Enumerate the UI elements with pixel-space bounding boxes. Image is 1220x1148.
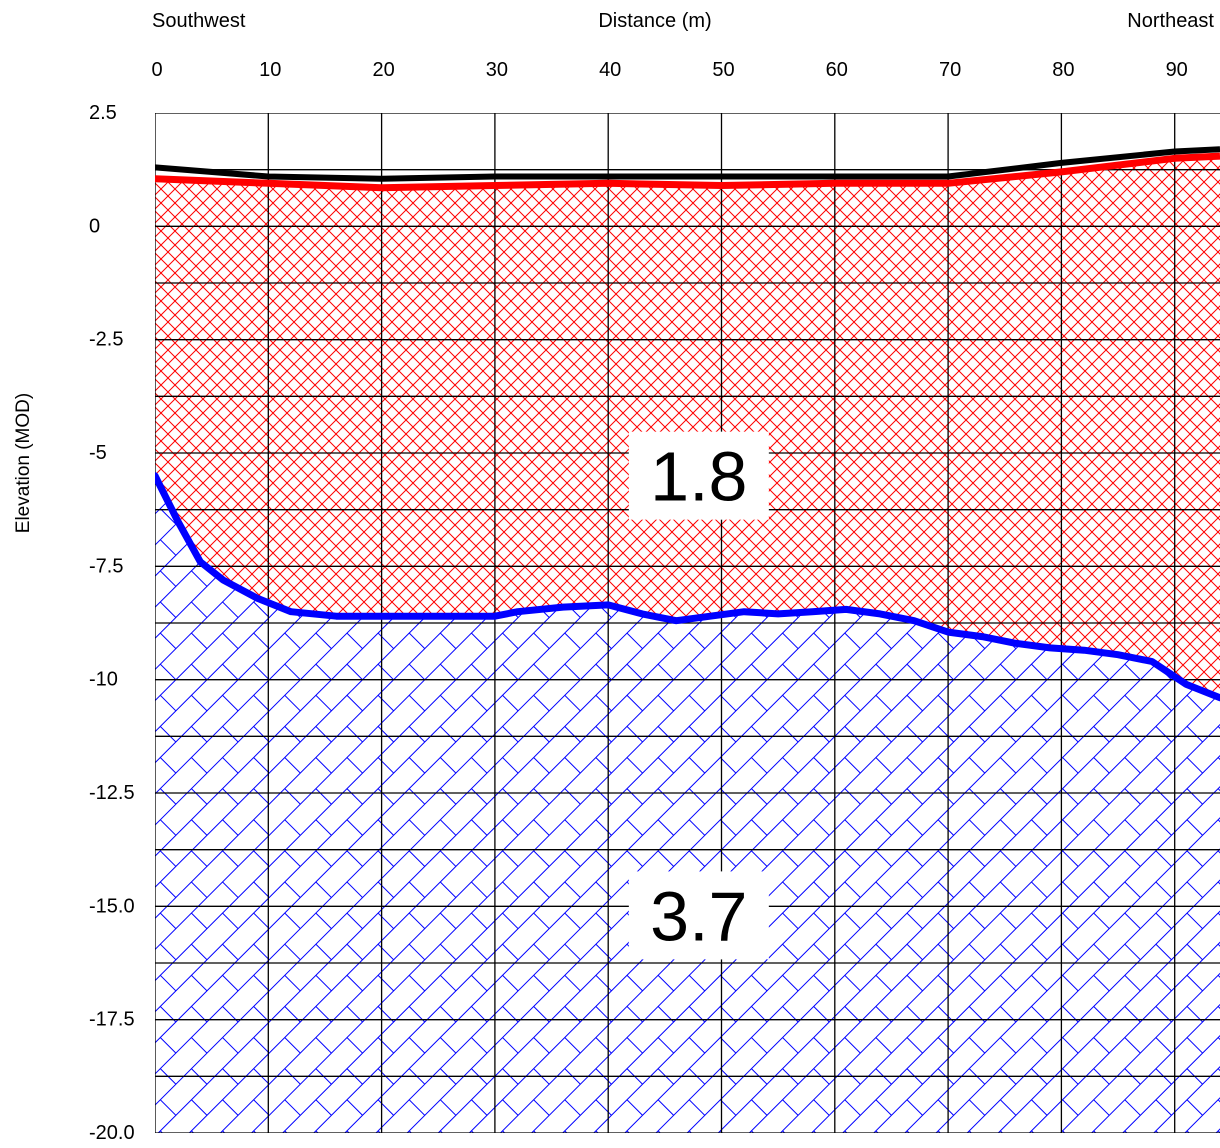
x-tick-label: 60 bbox=[826, 59, 848, 81]
y-tick-label: -12.5 bbox=[89, 782, 135, 804]
x-tick-label: 40 bbox=[599, 59, 621, 81]
x-tick-label: 10 bbox=[259, 59, 281, 81]
unit-top-line bbox=[155, 152, 1220, 192]
unit-labels: 1.8 3.7 bbox=[628, 431, 769, 960]
left-direction-label: Southwest bbox=[152, 10, 246, 32]
y-tick-label: -17.5 bbox=[89, 1009, 135, 1031]
y-tick-label: 0 bbox=[89, 215, 100, 237]
x-tick-label: 80 bbox=[1052, 59, 1074, 81]
x-tick-label: 0 bbox=[151, 59, 162, 81]
ground-surface-line bbox=[155, 146, 1220, 182]
unit-label-1.8: 1.8 bbox=[650, 438, 747, 516]
series-lines bbox=[155, 146, 1220, 702]
x-tick-label: 20 bbox=[372, 59, 394, 81]
x-tick-label: 30 bbox=[486, 59, 508, 81]
x-axis-title: Distance (m) bbox=[598, 10, 712, 32]
unit-label-backing bbox=[628, 871, 769, 960]
unit-boundary-line bbox=[155, 472, 1220, 702]
unit-fill-3.7 bbox=[155, 475, 1220, 1133]
x-tick-labels: 0 10 20 30 40 50 60 70 80 90 bbox=[151, 59, 1187, 81]
unit-label-backing bbox=[628, 431, 769, 520]
unit-fill-1.8 bbox=[155, 156, 1220, 698]
x-tick-label: 70 bbox=[939, 59, 961, 81]
x-tick-label: 90 bbox=[1166, 59, 1188, 81]
y-tick-label: -7.5 bbox=[89, 555, 123, 577]
y-tick-labels: 2.5 0 -2.5 -5 -7.5 -10 -12.5 -15.0 -17.5 -20.0 bbox=[89, 102, 135, 1144]
y-tick-label: 2.5 bbox=[89, 102, 117, 124]
plot-area: 1.8 3.7 bbox=[155, 113, 1220, 1133]
y-tick-label: -15.0 bbox=[89, 895, 135, 917]
y-tick-label: -20.0 bbox=[89, 1122, 135, 1144]
y-tick-label: -10 bbox=[89, 669, 118, 691]
geologic-unit-fills bbox=[155, 156, 1220, 1133]
x-tick-label: 50 bbox=[712, 59, 734, 81]
y-tick-label: -5 bbox=[89, 442, 107, 464]
y-tick-label: -2.5 bbox=[89, 329, 123, 351]
right-direction-label: Northeast bbox=[1127, 10, 1214, 32]
unit-label-3.7: 3.7 bbox=[650, 877, 747, 955]
y-axis-title: Elevation (MOD) bbox=[13, 392, 34, 534]
